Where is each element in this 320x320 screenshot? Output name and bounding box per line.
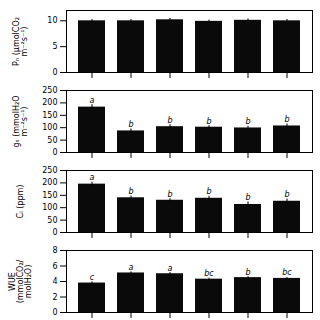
- svg-text:b: b: [167, 116, 172, 125]
- svg-text:100: 100: [42, 123, 57, 132]
- svg-text:50: 50: [47, 136, 57, 145]
- svg-text:6: 6: [52, 262, 57, 271]
- svg-text:gₛ (mmolH₂Om⁻²s⁻¹): gₛ (mmolH₂Om⁻²s⁻¹): [12, 96, 29, 148]
- svg-text:200: 200: [42, 178, 57, 187]
- svg-text:bc: bc: [204, 269, 214, 278]
- svg-text:b: b: [284, 115, 289, 124]
- svg-text:150: 150: [42, 111, 57, 120]
- svg-text:0: 0: [52, 148, 57, 157]
- svg-text:10: 10: [47, 16, 57, 25]
- svg-text:Pₙ (μmolCO₂m⁻²s⁻¹): Pₙ (μmolCO₂m⁻²s⁻¹): [12, 17, 29, 66]
- svg-text:c: c: [90, 273, 95, 282]
- svg-text:250: 250: [42, 86, 57, 95]
- svg-text:Cᵢ (ppm): Cᵢ (ppm): [16, 185, 25, 219]
- svg-text:250: 250: [42, 166, 57, 175]
- svg-text:WUE(mmolCO₂/molH₂O): WUE(mmolCO₂/molH₂O): [8, 259, 33, 303]
- svg-text:2: 2: [52, 293, 57, 302]
- svg-text:0: 0: [52, 68, 57, 77]
- svg-text:5: 5: [52, 42, 57, 51]
- svg-text:b: b: [245, 117, 250, 126]
- svg-text:bc: bc: [282, 268, 292, 277]
- svg-text:b: b: [284, 190, 289, 199]
- svg-text:8: 8: [52, 246, 57, 255]
- svg-text:0: 0: [52, 308, 57, 317]
- svg-text:a: a: [129, 263, 134, 272]
- svg-text:b: b: [167, 190, 172, 199]
- svg-text:b: b: [206, 117, 211, 126]
- svg-text:100: 100: [42, 203, 57, 212]
- svg-text:b: b: [128, 120, 133, 129]
- svg-text:b: b: [245, 268, 250, 277]
- svg-text:4: 4: [52, 277, 57, 286]
- svg-text:b: b: [206, 187, 211, 196]
- svg-text:0: 0: [52, 228, 57, 237]
- svg-text:200: 200: [42, 98, 57, 107]
- svg-text:50: 50: [47, 216, 57, 225]
- svg-text:b: b: [128, 187, 133, 196]
- svg-text:a: a: [90, 96, 95, 105]
- svg-text:b: b: [245, 193, 250, 202]
- svg-text:a: a: [90, 173, 95, 182]
- svg-text:a: a: [168, 264, 173, 273]
- svg-text:150: 150: [42, 191, 57, 200]
